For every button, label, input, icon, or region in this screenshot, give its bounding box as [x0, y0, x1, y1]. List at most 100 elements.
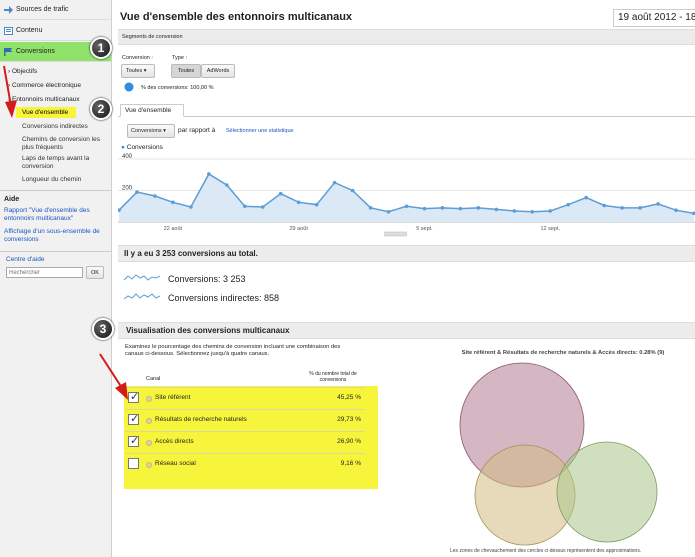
channel-dot-icon [146, 462, 152, 468]
data-point [189, 205, 193, 209]
percent-conversions: % des conversions: 100,00 % [141, 85, 214, 91]
sidebar: Sources de trafic Contenu Conversions › … [0, 0, 112, 557]
total-conversions: Conversions: 3 253 [168, 274, 246, 284]
data-point [638, 206, 642, 210]
chart-legend: ● Conversions [121, 144, 163, 151]
sidebar-item-content[interactable]: Contenu [0, 21, 111, 41]
help-search-ok-button[interactable]: OK [86, 266, 104, 279]
type-adwords-button[interactable]: AdWords [201, 64, 235, 78]
channel-checkbox[interactable]: ✓ [128, 413, 140, 425]
conversion-filter-label: Conversion : [122, 55, 153, 61]
x-tick-label: 12 sept. [540, 226, 560, 232]
type-all-button[interactable]: Toutes [171, 64, 201, 78]
data-point [656, 202, 660, 206]
data-point [225, 183, 229, 187]
data-point [171, 200, 175, 205]
callout-1: 1 [90, 37, 112, 59]
channel-row[interactable]: Réseau social 9,16 % [125, 453, 365, 475]
channel-checkbox[interactable]: ✓ [128, 391, 140, 403]
channel-dot-icon [146, 440, 152, 446]
sidebar-item-conversions[interactable]: Conversions [0, 42, 111, 62]
channel-label: Résultats de recherche naturels [155, 416, 247, 423]
col-percent: % du nombre total de conversions [309, 371, 357, 383]
active-item-highlight [16, 107, 76, 118]
date-range-picker[interactable]: 19 août 2012 - 18 [613, 9, 695, 27]
data-point [422, 206, 427, 211]
visualization-title: Visualisation des conversions multicanau… [118, 322, 695, 339]
data-point [440, 206, 445, 210]
help-center-link[interactable]: Centre d'aide [6, 256, 45, 263]
data-point [404, 204, 409, 209]
select-stat-link[interactable]: Sélectionner une statistique [226, 128, 294, 134]
channels-highlight [124, 386, 378, 489]
segments-bar [118, 29, 695, 45]
data-point [494, 207, 499, 212]
channel-checkbox[interactable]: ✓ [128, 435, 140, 447]
chart-resize-handle [384, 231, 407, 237]
sidebar-item-label: Contenu [16, 27, 43, 34]
sparkline-conversions [124, 274, 161, 281]
metric-select[interactable]: Conversions ▾ [127, 124, 175, 138]
channel-checkbox[interactable] [128, 458, 139, 469]
channel-percent: 26,90 % [337, 438, 361, 445]
channel-dot-icon [146, 396, 152, 402]
conversion-select[interactable]: Toutes ▾ [121, 64, 155, 78]
col-channel: Canal [146, 376, 161, 382]
channel-row[interactable]: ✓ Accès directs 26,90 % [125, 431, 365, 453]
help-search-input[interactable] [6, 267, 83, 278]
data-point [530, 209, 535, 214]
data-point [314, 202, 319, 207]
tab-strip-line [118, 116, 695, 117]
help-link-subset[interactable]: Affichage d'un sous-ensemble de conversi… [4, 228, 100, 243]
venn-title: Site référent & Résultats de recherche n… [461, 350, 665, 356]
sidebar-subitem-path-length[interactable]: Longueur du chemin [22, 176, 82, 183]
visualization-description: Examinez le pourcentage des chemins de c… [125, 344, 341, 357]
red-arrow-annotation [99, 353, 128, 400]
sidebar-subitem-indirect[interactable]: Conversions indirectes [22, 123, 88, 130]
data-point [368, 206, 373, 210]
data-point [674, 208, 678, 212]
x-tick-label: 22 août [164, 226, 183, 232]
arrow-right-icon [4, 6, 13, 14]
sidebar-subitem-objectives[interactable]: › Objectifs [8, 68, 38, 75]
sidebar-subitem-ecommerce[interactable]: › Commerce électronique [8, 82, 81, 89]
data-point [260, 205, 265, 209]
sidebar-subitem-time-lag[interactable]: Laps de temps avant la conversion [22, 155, 90, 170]
data-point [512, 209, 517, 213]
callout-2: 2 [90, 98, 112, 120]
y-tick-label: 200 [122, 186, 133, 192]
tab-overview[interactable]: Vue d'ensemble [120, 104, 184, 117]
data-point [350, 188, 355, 193]
sidebar-item-traffic-sources[interactable]: Sources de trafic [0, 0, 111, 20]
channel-label: Accès directs [155, 438, 194, 445]
conversions-chart: 400 200 22 août 29 août 5 sept. 12 sept. [118, 154, 695, 237]
data-point [207, 172, 211, 176]
callout-3: 3 [92, 318, 114, 340]
data-point [476, 206, 481, 210]
indirect-conversions: Conversions indirectes: 858 [168, 293, 280, 303]
channel-row[interactable]: ✓ Résultats de recherche naturels 29,73 … [125, 409, 365, 431]
data-point [692, 211, 695, 216]
data-point [135, 190, 139, 194]
series-area [119, 173, 694, 222]
help-link-overview[interactable]: Rapport "Vue d'ensemble des entonnoirs m… [4, 207, 90, 222]
x-tick-label: 5 sept. [416, 226, 433, 232]
channel-label: Réseau social [155, 460, 196, 467]
channel-label: Site référent [155, 394, 191, 401]
flag-icon [4, 48, 13, 56]
channel-dot-icon [146, 418, 152, 424]
channel-percent: 29,73 % [337, 416, 361, 423]
segments-label: Segments de conversion [122, 34, 183, 40]
sidebar-subitem-overview[interactable]: Vue d'ensemble [22, 109, 69, 116]
venn-note: Les zones de chevauchement des cercles c… [450, 548, 642, 554]
data-point [278, 191, 283, 196]
channel-row[interactable]: ✓ Site référent 45,25 % [125, 387, 365, 409]
document-icon [4, 27, 13, 35]
help-title: Aide [4, 196, 20, 203]
type-filter-label: Type : [172, 55, 187, 61]
sidebar-subitem-top-paths[interactable]: Chemins de conversion les plus fréquents [22, 136, 101, 151]
venn-diagram [459, 362, 658, 546]
x-tick-label: 29 août [290, 226, 309, 232]
data-point [584, 195, 588, 200]
data-point [118, 208, 121, 212]
